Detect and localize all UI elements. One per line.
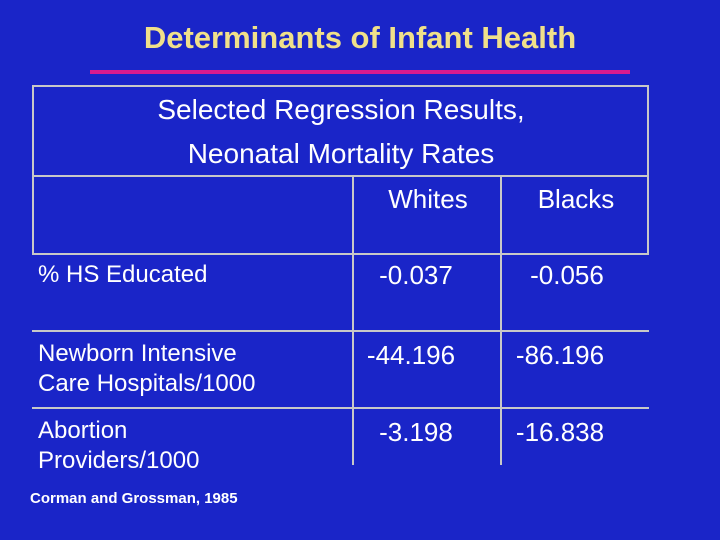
value-whites-newborn-icu: -44.196 xyxy=(366,340,456,370)
table-border-left xyxy=(32,85,34,255)
slide-title: Determinants of Infant Health xyxy=(143,20,577,55)
table-border-top xyxy=(32,85,649,87)
row-label-hs-educated: % HS Educated xyxy=(38,261,208,288)
row2-divider xyxy=(32,407,649,409)
row-label-newborn-icu-line2: Care Hospitals/1000 xyxy=(38,370,256,397)
value-whites-hs-educated: -0.037 xyxy=(379,260,453,290)
blacks-col-divider xyxy=(500,175,502,465)
value-blacks-abortion-providers: -16.838 xyxy=(515,417,605,447)
row-label-abortion-providers: Abortion Providers/1000 xyxy=(38,416,199,476)
whites-col-divider xyxy=(352,175,354,465)
column-header-blacks: Blacks xyxy=(537,184,615,214)
table-subtitle-line1: Selected Regression Results, xyxy=(157,94,525,125)
value-whites-abortion-providers: -3.198 xyxy=(379,417,453,447)
title-underline xyxy=(90,70,630,74)
row1-divider xyxy=(32,330,649,332)
column-header-whites: Whites xyxy=(388,184,468,214)
header-divider xyxy=(32,253,649,255)
row-label-newborn-icu: Newborn Intensive Care Hospitals/1000 xyxy=(38,339,255,399)
subtitle-divider xyxy=(32,175,649,177)
value-blacks-newborn-icu: -86.196 xyxy=(515,340,605,370)
value-blacks-hs-educated: -0.056 xyxy=(530,260,604,290)
citation: Corman and Grossman, 1985 xyxy=(30,490,238,507)
table-border-right xyxy=(647,85,649,255)
row-label-newborn-icu-line1: Newborn Intensive xyxy=(38,340,237,367)
row-label-abortion-providers-line2: Providers/1000 xyxy=(38,447,200,474)
table-subtitle-line2: Neonatal Mortality Rates xyxy=(187,138,495,169)
row-label-abortion-providers-line1: Abortion xyxy=(38,417,128,444)
